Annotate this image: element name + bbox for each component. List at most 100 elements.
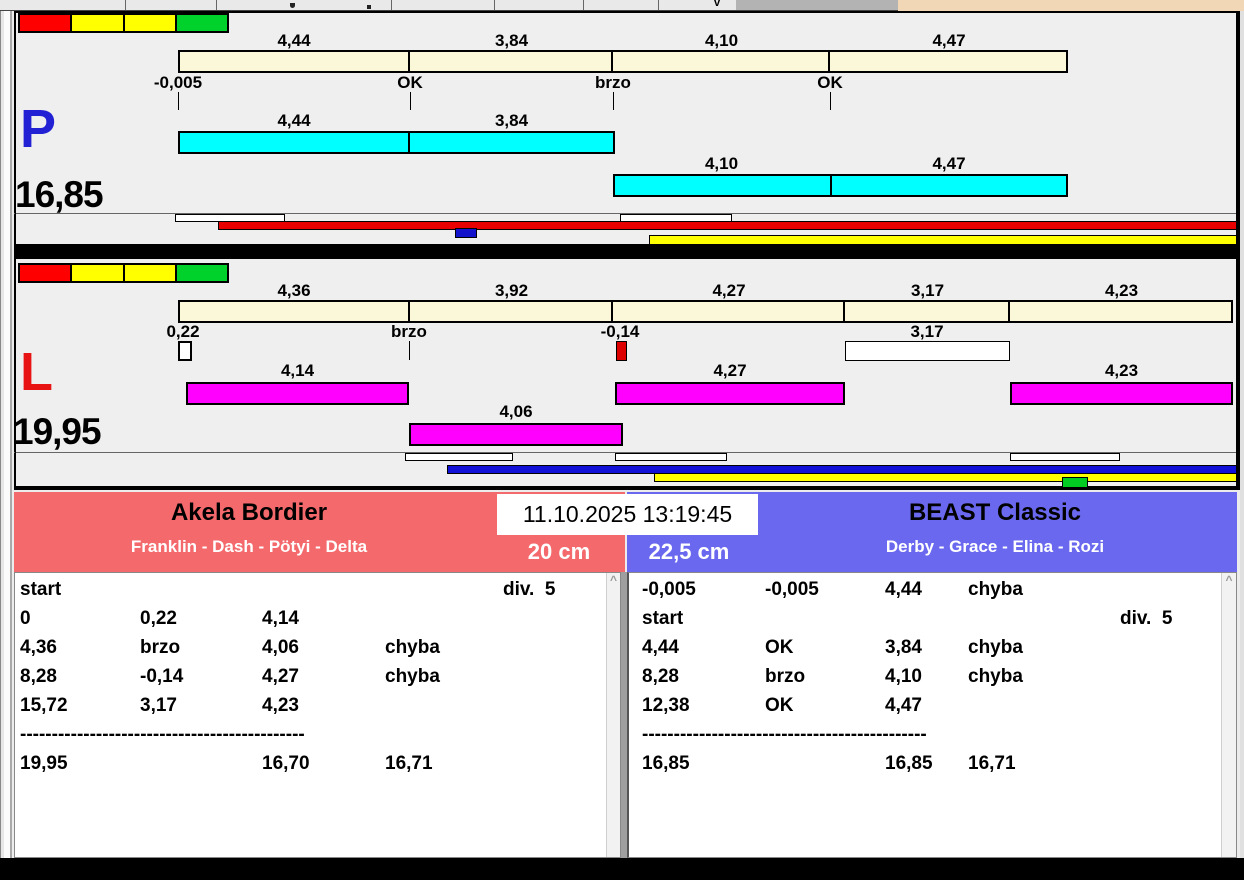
- run-cell: brzo: [765, 666, 806, 687]
- panel-p-scale-bar: [178, 50, 1068, 73]
- fault-cell: chyba: [968, 579, 1023, 600]
- fault-cell: chyba: [968, 666, 1023, 687]
- mini-bar-yellow: [654, 473, 1237, 482]
- panel-l-status-lights: [18, 263, 229, 283]
- status-light-green: [174, 15, 227, 31]
- scale-mark-tick: [409, 341, 410, 360]
- run-cell: 3,17: [140, 695, 177, 716]
- status-light-yellow: [122, 265, 175, 281]
- toolbar-fragment[interactable]: [0, 0, 905, 11]
- run-cell: -0,14: [140, 666, 184, 687]
- mini-marker-green: [1062, 477, 1088, 488]
- scale-divider: [828, 52, 830, 71]
- mini-bar-white: [405, 453, 513, 461]
- run-cell: -0,005: [765, 579, 819, 600]
- total-cell: 16,85: [885, 753, 933, 774]
- run-cell: 4,14: [262, 608, 299, 629]
- total-cell: 16,71: [385, 753, 433, 774]
- panel-separator-band: [14, 246, 1240, 259]
- toolbar-separator: [583, 0, 584, 10]
- run-cell: 4,23: [262, 695, 299, 716]
- mini-bar-white: [1010, 453, 1120, 461]
- mini-bar-white: [615, 453, 727, 461]
- scale-divider: [611, 52, 613, 71]
- scale-segment-label: 4,47: [932, 31, 966, 50]
- toolbar-separator: [494, 0, 495, 10]
- split-bar-label: 4,10: [704, 154, 739, 173]
- run-cell: start: [642, 608, 684, 629]
- scale-segment-label: 4,36: [277, 281, 311, 300]
- panel-l-scale-bar: [178, 300, 1233, 323]
- run-cell: 0,22: [140, 608, 177, 629]
- fault-cell: chyba: [385, 637, 440, 658]
- panel-l-split-bar: [409, 423, 623, 446]
- toolbar-glyph-fragment: [367, 5, 371, 9]
- fault-marker-red: [616, 341, 627, 361]
- scale-divider: [1008, 302, 1010, 321]
- team-left-name: Akela Bordier: [170, 499, 328, 526]
- panel-p-split-bar-row1: [178, 131, 615, 154]
- split-bar-label: 4,44: [277, 111, 311, 130]
- run-cell: OK: [765, 695, 794, 716]
- panel-p-total-time: 16,85: [15, 174, 104, 215]
- split-bar-label: 3,84: [494, 111, 529, 130]
- scale-mark-label: 3,17: [910, 322, 944, 341]
- mini-bar-yellow: [649, 235, 1237, 245]
- run-cell: 3,84: [885, 637, 922, 658]
- scale-mark-label: brzo: [391, 322, 427, 341]
- scale-mark-label: brzo: [595, 73, 631, 92]
- scale-divider: [843, 302, 845, 321]
- panel-p-letter: P: [20, 99, 57, 159]
- team-right-scrollbar[interactable]: ^: [1221, 573, 1236, 857]
- status-light-yellow: [122, 15, 175, 31]
- team-left-run-list[interactable]: [14, 572, 621, 858]
- scroll-up-icon[interactable]: ^: [1225, 573, 1233, 587]
- separator-row: ----------------------------------------…: [20, 724, 305, 745]
- separator-row: ----------------------------------------…: [642, 724, 927, 745]
- scale-divider: [408, 52, 410, 71]
- scale-segment-label: 4,10: [704, 31, 739, 50]
- scale-mark-label: -0,14: [600, 322, 640, 341]
- mini-bar-red: [218, 221, 1237, 230]
- run-cell: 15,72: [20, 695, 68, 716]
- run-cell: OK: [765, 637, 794, 658]
- split-divider: [408, 133, 410, 152]
- panel-p-split-bar-row2: [613, 174, 1068, 197]
- listbox-divider: [621, 572, 627, 858]
- total-cell: 19,95: [20, 753, 68, 774]
- fault-cell: chyba: [968, 637, 1023, 658]
- scale-segment-label: 3,84: [494, 31, 529, 50]
- scale-mark-label: OK: [397, 73, 423, 92]
- status-light-red: [20, 265, 71, 281]
- split-bar-label: 4,27: [713, 361, 747, 380]
- mini-marker-blue: [455, 228, 477, 238]
- scale-mark-tick: [830, 92, 831, 110]
- split-divider: [830, 176, 832, 195]
- run-cell: 8,28: [642, 666, 679, 687]
- toolbar-dropdown-icon[interactable]: v: [714, 0, 721, 9]
- run-cell: 0: [20, 608, 31, 629]
- run-cell: 4,44: [885, 579, 922, 600]
- bottom-black-bar: [0, 858, 1244, 880]
- team-right-run-list[interactable]: [627, 572, 1237, 858]
- team-left-height: 20 cm: [527, 539, 591, 564]
- status-light-red: [20, 15, 71, 31]
- toolbar-separator: [391, 0, 392, 10]
- scale-mark-label: -0,005: [153, 73, 203, 92]
- total-cell: 16,85: [642, 753, 690, 774]
- scale-mark-tick: [410, 92, 411, 110]
- scroll-up-icon[interactable]: ^: [609, 573, 617, 587]
- run-cell: 12,38: [642, 695, 690, 716]
- toolbar-separator: [658, 0, 659, 10]
- scale-divider: [611, 302, 613, 321]
- scale-mark-tick: [178, 92, 179, 110]
- status-light-yellow: [70, 265, 123, 281]
- panel-l-total-time: 19,95: [13, 411, 102, 452]
- strip-tick: [15, 452, 16, 461]
- split-bar-label: 4,23: [1104, 361, 1139, 380]
- team-left-scrollbar[interactable]: ^: [606, 573, 620, 857]
- split-bar-label: 4,14: [280, 361, 315, 380]
- toolbar-separator: [125, 0, 126, 10]
- strip-baseline: [14, 213, 1236, 214]
- panel-l-split-bar: [615, 382, 845, 405]
